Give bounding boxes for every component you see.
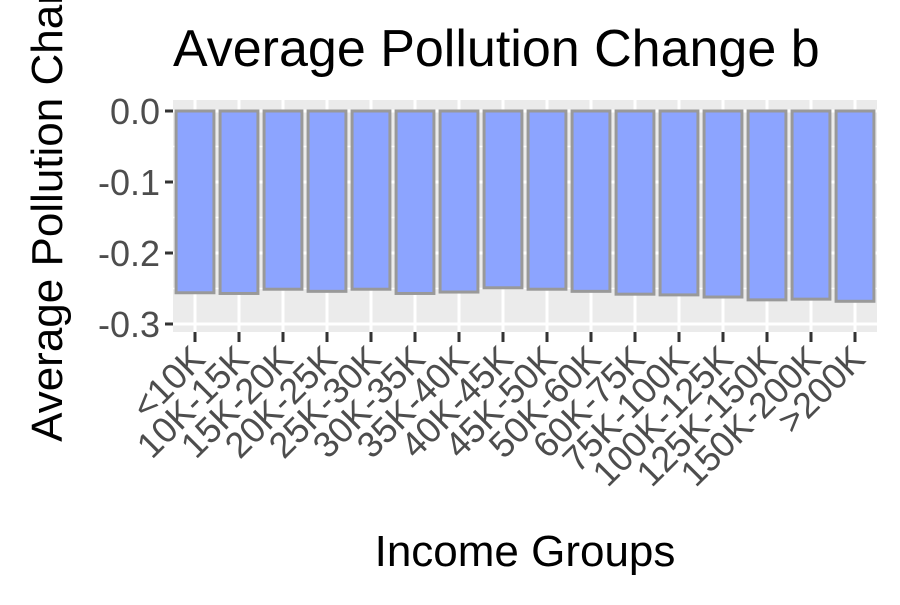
chart-title: Average Pollution Change b	[173, 20, 820, 78]
y-axis: 0.0 -0.1 -0.2 -0.3	[98, 91, 173, 345]
bar-6	[438, 109, 480, 294]
bar-3	[306, 109, 348, 293]
bar-1	[218, 109, 260, 295]
x-axis-title: Income Groups	[375, 527, 676, 576]
y-tick-label-0: 0.0	[110, 91, 160, 132]
bar-15	[834, 109, 876, 303]
bar-14	[790, 109, 832, 301]
bar-13	[746, 109, 788, 302]
x-axis: <10K10K-15K15K-20K20K-25K25K-30K30K-35K3…	[124, 332, 873, 494]
bar-0	[174, 109, 216, 295]
bar-10	[614, 109, 656, 296]
bar-7	[482, 109, 524, 290]
bar-9	[570, 109, 612, 293]
bars	[174, 109, 876, 303]
y-tick-label-1: -0.1	[98, 162, 160, 203]
y-tick-label-2: -0.2	[98, 233, 160, 274]
bar-2	[262, 109, 304, 291]
bar-12	[702, 109, 744, 299]
y-tick-label-3: -0.3	[98, 304, 160, 345]
bar-5	[394, 109, 436, 295]
bar-4	[350, 109, 392, 291]
y-axis-title: Average Pollution Char	[23, 0, 72, 442]
bar-11	[658, 109, 700, 297]
bar-8	[526, 109, 568, 291]
